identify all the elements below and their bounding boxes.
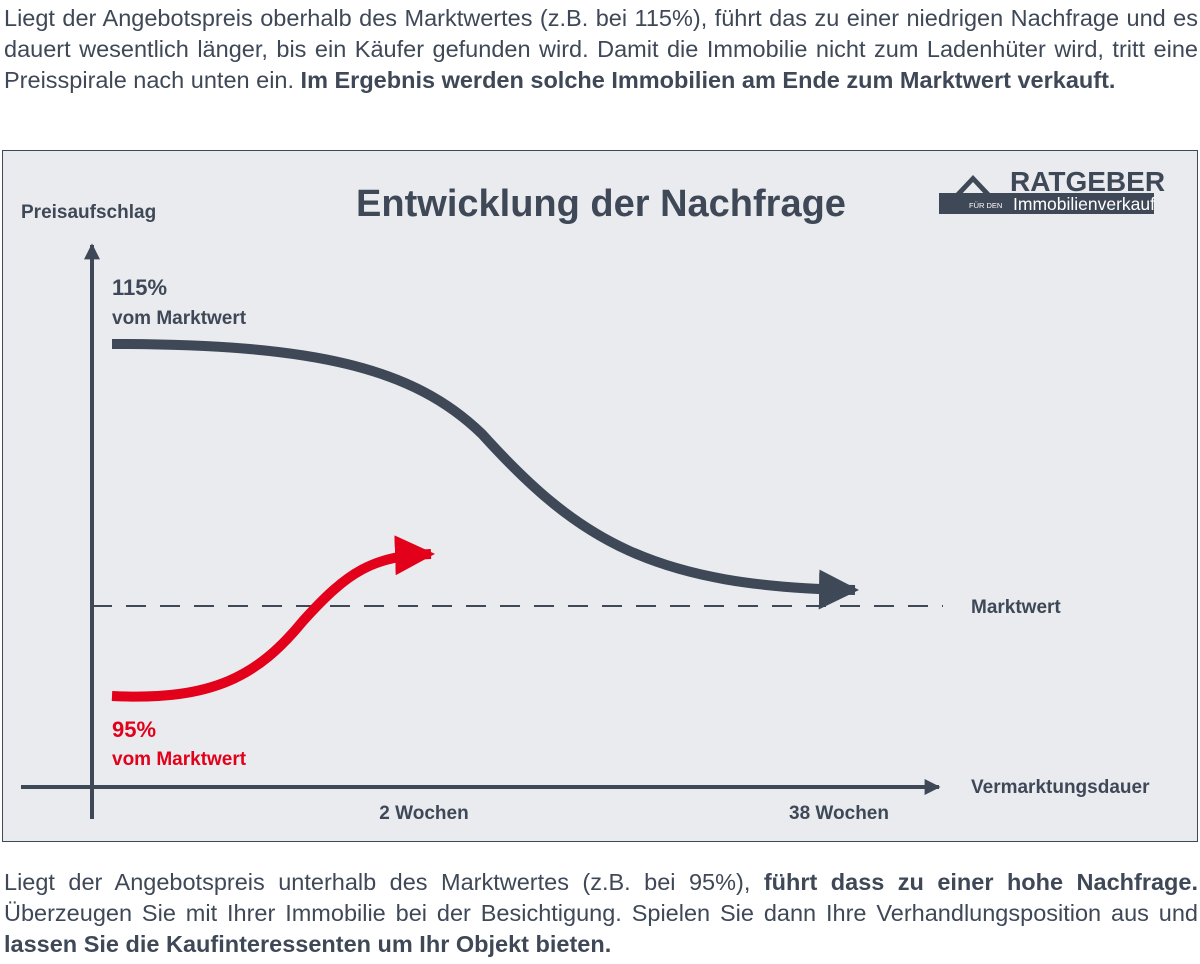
logo-small-text: FÜR DEN [969, 201, 1002, 210]
outro-bold-2: lassen Sie die Kaufinteressenten um Ihr … [4, 931, 612, 957]
high-price-caption: vom Marktwert [112, 308, 247, 329]
intro-text: Liegt der Angebotspreis oberhalb des Mar… [4, 5, 1198, 93]
demand-chart-figure: Entwicklung der Nachfrage RATGEBER FÜR D… [2, 150, 1198, 842]
chart-title: Entwicklung der Nachfrage [356, 183, 846, 225]
x-tick-38-weeks: 38 Wochen [789, 803, 889, 824]
x-tick-2-weeks: 2 Wochen [379, 803, 468, 824]
high-price-value: 115% [112, 275, 167, 300]
outro-bold-1: führt dass zu einer hohe Nachfrage. [763, 869, 1198, 895]
demand-chart: Entwicklung der Nachfrage RATGEBER FÜR D… [21, 166, 1165, 824]
market-value-label: Marktwert [971, 597, 1061, 618]
intro-bold-text: Im Ergebnis werden solche Immobilien am … [300, 67, 1116, 93]
outro-text-1: Liegt der Angebotspreis unterhalb des Ma… [4, 869, 764, 895]
x-axis-label: Vermarktungsdauer [971, 777, 1150, 798]
low-price-caption: vom Marktwert [112, 749, 247, 770]
ratgeber-logo: RATGEBER FÜR DEN Immobilienverkauf [939, 166, 1165, 214]
outro-text-2: Überzeugen Sie mit Ihrer Immobilie bei d… [4, 900, 1198, 926]
overpriced-demand-curve [111, 339, 859, 610]
logo-brand: RATGEBER [1010, 166, 1165, 197]
y-axis-label: Preisaufschlag [21, 202, 156, 223]
intro-paragraph: Liegt der Angebotspreis oberhalb des Mar… [4, 3, 1198, 96]
logo-banner [939, 193, 1154, 214]
outro-paragraph: Liegt der Angebotspreis unterhalb des Ma… [4, 867, 1198, 960]
low-price-value: 95% [112, 717, 156, 742]
logo-sub-text: Immobilienverkauf [1013, 194, 1155, 214]
underpriced-demand-curve [111, 535, 435, 702]
